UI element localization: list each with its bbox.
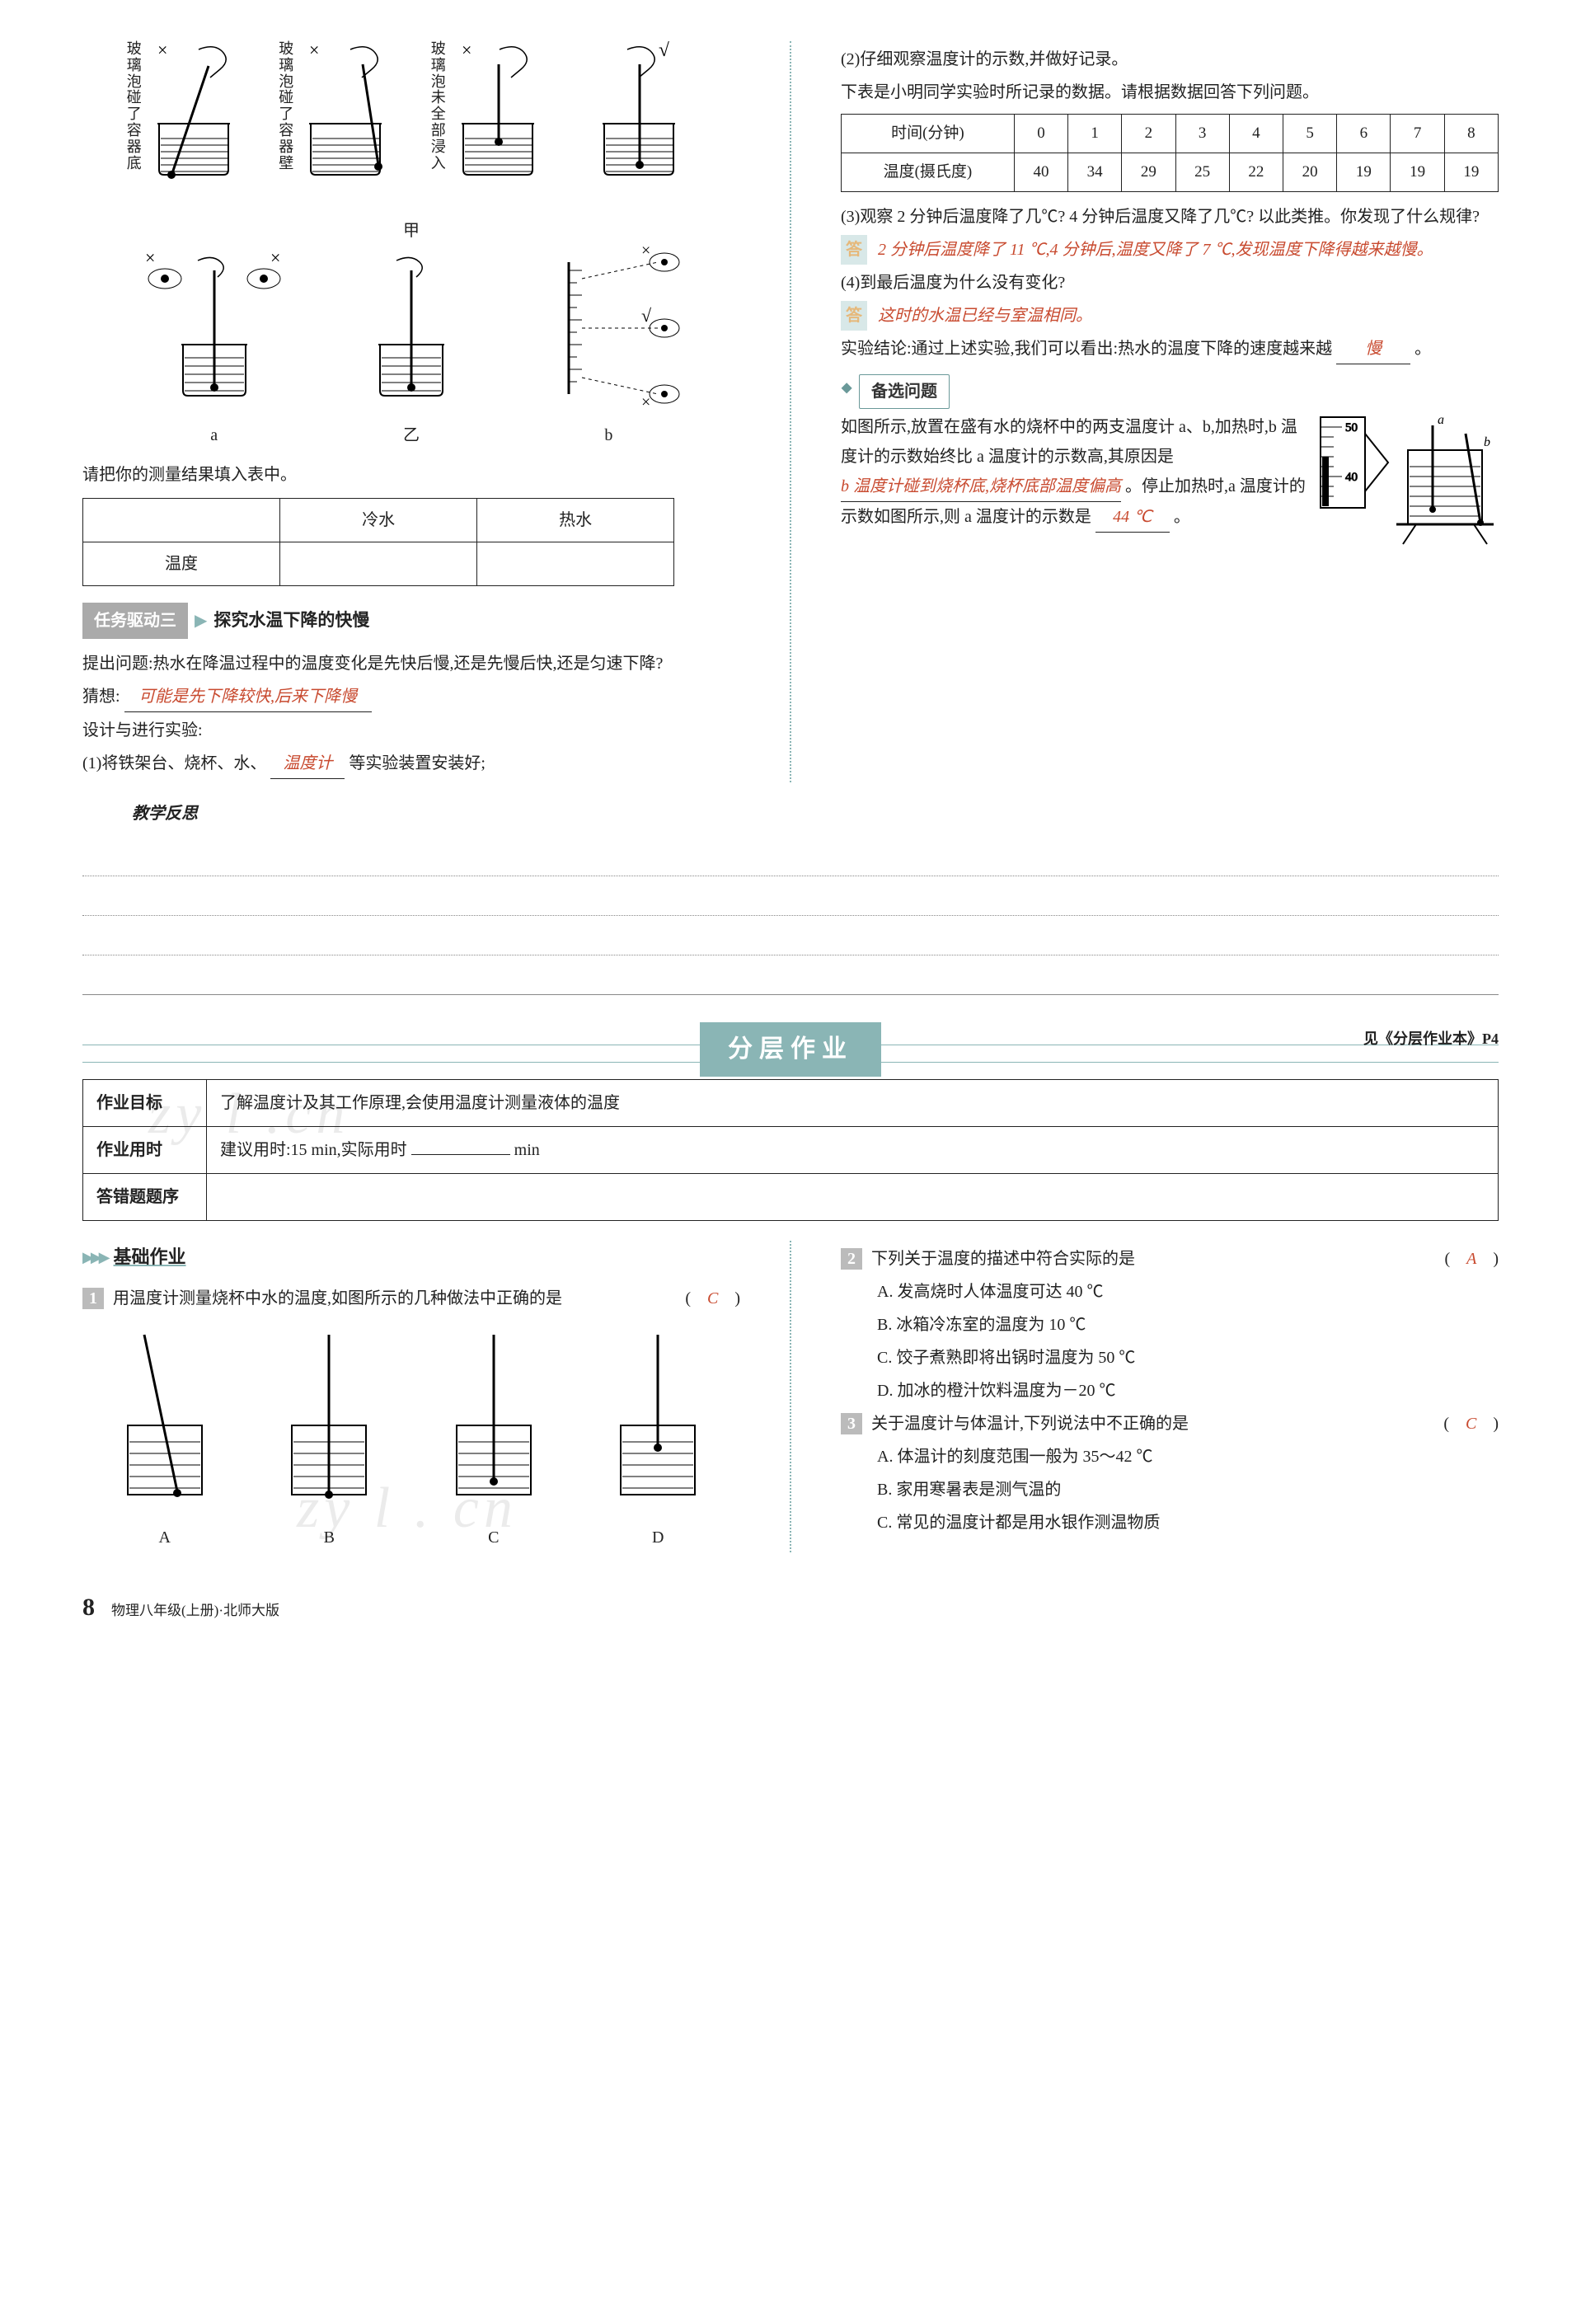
q2-num: 2 [841, 1248, 862, 1270]
step-2: (2)仔细观察温度计的示数,并做好记录。 [841, 45, 1499, 74]
task3-tag: 任务驱动三 [82, 603, 188, 639]
yi-a: × × [140, 246, 289, 450]
conclusion: 实验结论:通过上述实验,我们可以看出:热水的温度下降的速度越来越 慢 。 [841, 334, 1499, 364]
guess-line: 猜想: 可能是先下降较快,后来下降慢 [82, 682, 740, 712]
data-table: 时间(分钟) 01 23 45 67 8 温度(摄氏度) 4034 2925 2… [841, 114, 1499, 192]
answer-tag: 答 [841, 301, 867, 331]
q2-opt-a: A. 发高烧时人体温度可达 40 ℃ [877, 1277, 1499, 1307]
q4: (4)到最后温度为什么没有变化? [841, 268, 1499, 298]
q1-figure: A B [82, 1326, 740, 1552]
q2-options: A. 发高烧时人体温度可达 40 ℃ B. 冰箱冷冻室的温度为 10 ℃ C. … [841, 1277, 1499, 1406]
svg-text:×: × [641, 393, 650, 411]
yi-center: 乙 [337, 246, 486, 450]
table-row: 时间(分钟) 01 23 45 67 8 [842, 115, 1499, 153]
fill-table-prompt: 请把你的测量结果填入表中。 [82, 460, 740, 490]
basic-homework-heading: ▶▶▶ 基础作业 [82, 1241, 740, 1274]
q3-answer: ( C ) [1443, 1409, 1499, 1439]
arrows-icon: ▶▶▶ [82, 1244, 107, 1270]
design-label: 设计与进行实验: [82, 716, 740, 745]
figure-yi: × × [82, 246, 740, 450]
table-row: 答错题题序 [83, 1174, 1499, 1221]
q1-answer: ( C ) [685, 1284, 740, 1313]
svg-text:a: a [1438, 413, 1444, 427]
table-row: 作业目标 了解温度计及其工作原理,会使用温度计测量液体的温度 [83, 1080, 1499, 1127]
page-ref: 物理八年级(上册)·北师大版 [111, 1599, 279, 1624]
q3-opt-a: A. 体温计的刻度范围一般为 35～42 ℃ [877, 1442, 1499, 1472]
fc-banner: 分层作业 [700, 1022, 881, 1077]
svg-text:×: × [641, 246, 650, 260]
reflect-line [82, 955, 1499, 995]
svg-text:×: × [462, 41, 471, 60]
svg-text:×: × [145, 247, 155, 268]
svg-text:√: √ [641, 305, 652, 326]
raise-question: 提出问题:热水在降温过程中的温度变化是先快后慢,还是先慢后快,还是匀速下降? [82, 649, 740, 678]
jia-label-1: 玻璃泡碰了容器底 [127, 41, 142, 171]
alt-question-box: 备选问题 [859, 374, 950, 409]
page-number: 8 [82, 1585, 95, 1630]
reflect-label: 教学反思 [132, 805, 198, 823]
jia-label-3: 玻璃泡未全部浸入 [431, 41, 446, 171]
table-row: 温度(摄氏度) 4034 2925 2220 1919 19 [842, 153, 1499, 192]
q1-opt-a: A [103, 1326, 227, 1552]
step1-blank: 温度计 [270, 749, 345, 779]
q3-opt-c: C. 常见的温度计都是用水银作测温物质 [877, 1508, 1499, 1538]
table-row: 作业用时 建议用时:15 min,实际用时 min [83, 1127, 1499, 1174]
conclusion-blank: 慢 [1336, 334, 1410, 364]
teaching-reflection: 教学反思 [82, 799, 1499, 995]
svg-text:×: × [157, 41, 167, 60]
question-1: 1 用温度计测量烧杯中水的温度,如图所示的几种做法中正确的是 ( C ) [82, 1284, 740, 1313]
q2-answer: ( A ) [1444, 1244, 1499, 1274]
jia-caption: 甲 [82, 216, 740, 246]
task3-header: 任务驱动三 ▶ 探究水温下降的快慢 [82, 603, 740, 639]
yi-b: × √ × b [534, 246, 683, 450]
cold-hot-table: 冷水 热水 温度 [82, 498, 674, 586]
table-row: 温度 [83, 542, 674, 586]
answer-tag: 答 [841, 235, 867, 265]
guess-answer: 可能是先下降较快,后来下降慢 [124, 682, 372, 712]
alt-ans2: 44 ℃ [1095, 502, 1170, 533]
q2-opt-b: B. 冰箱冷冻室的温度为 10 ℃ [877, 1310, 1499, 1340]
beaker-jia-3: 玻璃泡未全部浸入 × [421, 41, 553, 200]
q1-opt-b: B [267, 1326, 391, 1552]
table-row: 冷水 热水 [83, 499, 674, 542]
q4-answer: 答 这时的水温已经与室温相同。 [841, 301, 1499, 331]
fc-ref: 见《分层作业本》P4 [1363, 1026, 1499, 1052]
reflect-line [82, 837, 1499, 876]
figure-jia: 玻璃泡碰了容器底 × [82, 41, 740, 200]
basic-homework-title: 基础作业 [114, 1241, 186, 1274]
beaker-jia-2: 玻璃泡碰了容器壁 × [270, 41, 401, 200]
question-3: 3 关于温度计与体温计,下列说法中不正确的是 ( C ) [841, 1409, 1499, 1439]
q2-opt-d: D. 加冰的橙汁饮料温度为－20 ℃ [877, 1376, 1499, 1406]
q1-num: 1 [82, 1288, 104, 1309]
goal-table: 作业目标 了解温度计及其工作原理,会使用温度计测量液体的温度 作业用时 建议用时… [82, 1079, 1499, 1221]
svg-text:b: b [1484, 435, 1490, 449]
svg-text:×: × [309, 41, 319, 60]
q3-opt-b: B. 家用寒暑表是测气温的 [877, 1475, 1499, 1505]
jia-label-2: 玻璃泡碰了容器壁 [279, 41, 293, 171]
reflect-line [82, 876, 1499, 916]
q1-opt-d: D [596, 1326, 720, 1552]
q2-opt-c: C. 饺子煮熟即将出锅时温度为 50 ℃ [877, 1343, 1499, 1373]
alt-ans1: b 温度计碰到烧杯底,烧杯底部温度偏高 [841, 472, 1121, 502]
svg-text:√: √ [659, 41, 670, 61]
svg-text:40: 40 [1345, 471, 1358, 484]
q3-options: A. 体温计的刻度范围一般为 35～42 ℃ B. 家用寒暑表是测气温的 C. … [841, 1442, 1499, 1538]
thermometer-figure: 50 40 [1317, 409, 1499, 559]
q3-answer: 答 2 分钟后温度降了 11 ℃,4 分钟后,温度又降了 7 ℃,发现温度下降得… [841, 235, 1499, 265]
q3-num: 3 [841, 1413, 862, 1434]
chevron-icon: ▶ [195, 606, 207, 636]
svg-text:×: × [270, 247, 280, 268]
actual-time-blank [411, 1154, 510, 1155]
q1-opt-c: C [432, 1326, 556, 1552]
svg-text:50: 50 [1345, 421, 1358, 434]
reflect-line [82, 916, 1499, 955]
page-footer: 8 物理八年级(上册)·北师大版 [82, 1585, 1499, 1630]
question-2: 2 下列关于温度的描述中符合实际的是 ( A ) [841, 1244, 1499, 1274]
task3-title: 探究水温下降的快慢 [213, 605, 369, 636]
beaker-jia-4: √ [574, 41, 706, 200]
q3: (3)观察 2 分钟后温度降了几℃? 4 分钟后温度又降了几℃? 以此类推。你发… [841, 202, 1499, 232]
table-intro: 下表是小明同学实验时所记录的数据。请根据数据回答下列问题。 [841, 77, 1499, 107]
beaker-jia-1: 玻璃泡碰了容器底 × [117, 41, 249, 200]
step-1: (1)将铁架台、烧杯、水、 温度计 等实验装置安装好; [82, 749, 740, 779]
